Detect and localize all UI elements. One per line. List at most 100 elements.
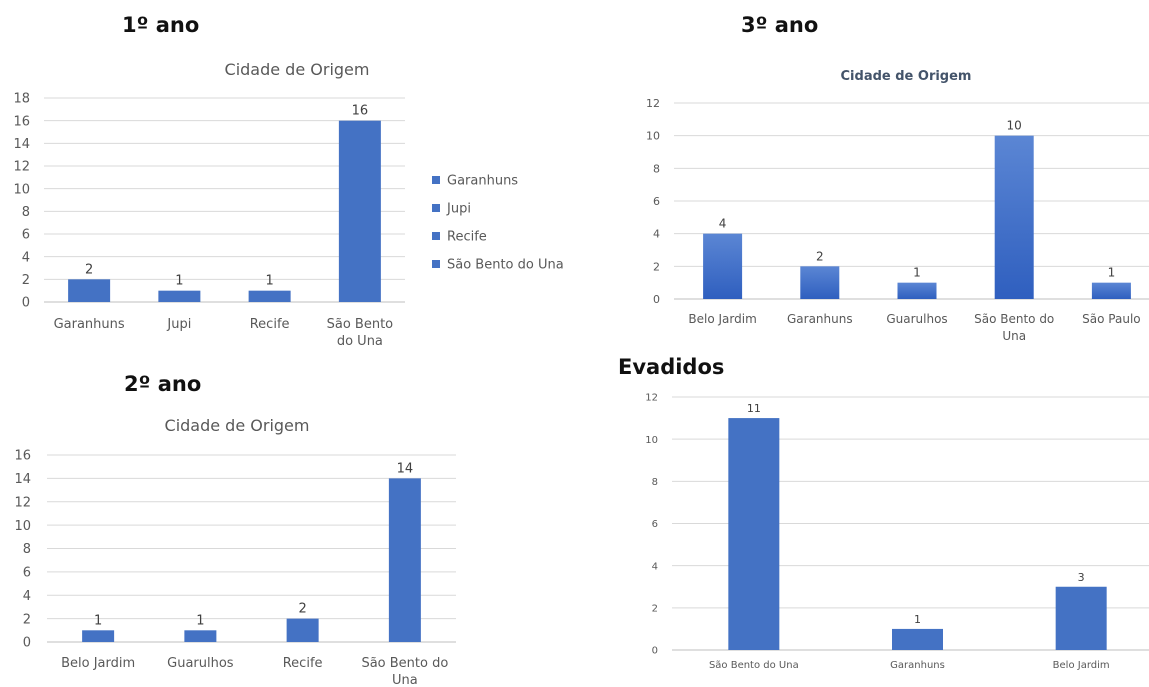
bar — [897, 282, 937, 299]
x-tick-label: Belo Jardim — [688, 312, 756, 326]
bar — [1055, 586, 1107, 650]
y-tick-label: 12 — [13, 160, 30, 175]
heading-3-ano: 3º ano — [741, 13, 819, 37]
y-tick-label: 10 — [645, 435, 658, 446]
y-tick-label: 12 — [646, 97, 660, 110]
y-tick-label: 2 — [22, 273, 30, 288]
data-label: 11 — [747, 402, 761, 415]
legend-swatch — [432, 204, 440, 212]
data-label: 1 — [1108, 266, 1116, 280]
x-tick-label: Belo Jardim — [61, 656, 135, 671]
y-tick-label: 16 — [14, 449, 31, 464]
legend-label: Garanhuns — [447, 174, 518, 189]
legend-swatch — [432, 260, 440, 268]
data-label: 2 — [298, 602, 306, 617]
y-tick-label: 4 — [23, 589, 31, 604]
x-tick-label: Jupi — [166, 317, 191, 332]
data-label: 1 — [196, 613, 204, 628]
bar — [1091, 282, 1131, 299]
legend-label: Jupi — [446, 202, 471, 217]
y-tick-label: 6 — [653, 195, 660, 208]
y-tick-label: 0 — [652, 646, 658, 657]
data-label: 10 — [1007, 119, 1022, 133]
data-label: 1 — [914, 613, 921, 626]
y-tick-label: 0 — [22, 296, 30, 311]
y-tick-label: 0 — [653, 293, 660, 306]
legend-swatch — [432, 176, 440, 184]
x-tick-label: Garanhuns — [54, 317, 125, 332]
x-tick-label: São Bento do Una — [361, 656, 448, 687]
y-tick-label: 8 — [652, 477, 658, 488]
bar — [338, 120, 381, 303]
y-tick-label: 0 — [23, 636, 31, 651]
data-label: 1 — [175, 274, 183, 289]
bar — [728, 418, 780, 650]
x-tick-label: Recife — [283, 656, 323, 671]
x-tick-label: São Bento do Una — [974, 312, 1054, 343]
y-tick-label: 6 — [652, 519, 658, 530]
bar — [248, 290, 291, 302]
x-tick-label: São Bento do Una — [327, 317, 394, 349]
x-tick-label: Belo Jardim — [1053, 660, 1110, 671]
chart-title: Cidade de Origem — [841, 69, 972, 84]
chart-title: Cidade de Origem — [165, 416, 310, 435]
x-tick-label: Garanhuns — [890, 660, 945, 671]
y-tick-label: 2 — [653, 260, 660, 273]
data-label: 1 — [94, 613, 102, 628]
data-label: 2 — [816, 249, 824, 263]
legend-swatch — [432, 232, 440, 240]
y-tick-label: 10 — [13, 182, 30, 197]
y-tick-label: 4 — [22, 250, 30, 265]
y-tick-label: 2 — [23, 612, 31, 627]
bar — [800, 266, 840, 299]
chart-title: Cidade de Origem — [225, 60, 370, 79]
bar — [286, 618, 319, 642]
bar — [82, 630, 115, 642]
bar — [158, 290, 201, 302]
data-label: 2 — [85, 262, 93, 277]
y-tick-label: 14 — [13, 137, 30, 152]
data-label: 14 — [397, 461, 414, 476]
y-tick-label: 14 — [14, 472, 31, 487]
x-tick-label: Garanhuns — [787, 312, 853, 326]
y-tick-label: 16 — [13, 114, 30, 129]
legend-label: São Bento do Una — [447, 258, 564, 273]
data-label: 1 — [265, 274, 273, 289]
y-tick-label: 4 — [652, 561, 658, 572]
y-tick-label: 18 — [13, 92, 30, 107]
x-tick-label: Guarulhos — [886, 312, 947, 326]
y-tick-label: 10 — [14, 519, 31, 534]
y-tick-label: 4 — [653, 228, 660, 241]
legend-label: Recife — [447, 230, 487, 245]
data-label: 16 — [352, 104, 369, 119]
y-tick-label: 12 — [645, 393, 658, 404]
y-tick-label: 6 — [23, 566, 31, 581]
bar — [994, 135, 1034, 299]
chart-1-ano: Cidade de Origem 0 2 4 6 8 10 12 14 16 18 2 Garanhun… — [13, 60, 563, 349]
y-tick-label: 12 — [14, 495, 31, 510]
x-tick-label: São Paulo — [1082, 312, 1140, 326]
heading-1-ano: 1º ano — [122, 13, 200, 37]
bar — [703, 233, 743, 299]
y-tick-label: 6 — [22, 228, 30, 243]
y-tick-label: 8 — [23, 542, 31, 557]
data-label: 1 — [913, 266, 921, 280]
bar — [892, 628, 943, 650]
bar — [388, 478, 421, 642]
y-tick-label: 8 — [22, 205, 30, 220]
x-tick-label: Guarulhos — [167, 656, 234, 671]
x-tick-label: São Bento do Una — [709, 660, 799, 671]
y-tick-label: 8 — [653, 162, 660, 175]
y-tick-label: 2 — [652, 603, 658, 614]
bar — [184, 630, 217, 642]
x-tick-label: Recife — [250, 317, 290, 332]
heading-2-ano: 2º ano — [124, 372, 202, 396]
data-label: 3 — [1078, 571, 1085, 584]
chart-3-ano: Cidade de Origem 0 2 4 6 8 10 12 4 Belo Jardim 2 Ga… — [646, 69, 1149, 343]
data-label: 4 — [719, 217, 727, 231]
y-tick-label: 10 — [646, 130, 660, 143]
heading-evadidos: Evadidos — [618, 355, 725, 379]
chart-evadidos: 0 2 4 6 8 10 12 11 São Bento do Una 1 Garanhuns 3 Be… — [645, 393, 1149, 671]
